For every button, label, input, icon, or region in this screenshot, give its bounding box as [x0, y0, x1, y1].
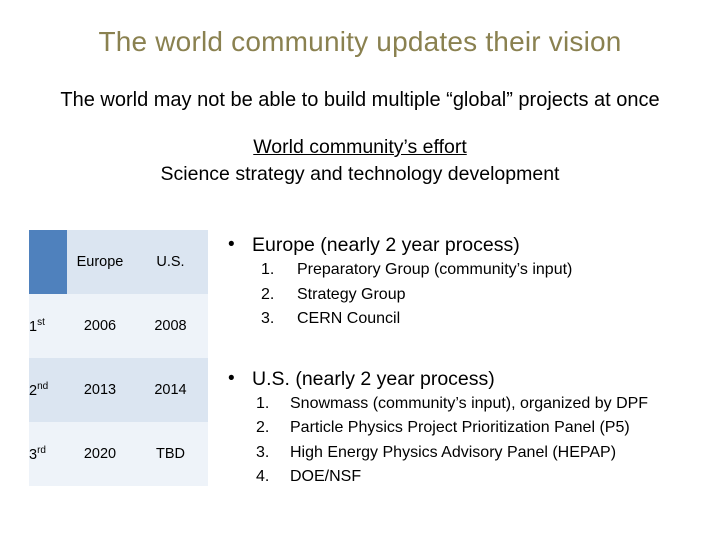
effort-heading: World community’s effort: [253, 136, 467, 158]
table-header-row: Europe U.S.: [29, 230, 208, 294]
process-schedule-table: Europe U.S. 1st 2006 2008 2nd 2013 2014 …: [29, 230, 208, 486]
us-bullet: • U.S. (nearly 2 year process): [226, 366, 716, 392]
list-item: 4. DOE/NSF: [256, 468, 362, 485]
effort-block: World community’s effort Science strateg…: [0, 134, 720, 188]
list-item: 3. High Energy Physics Advisory Panel (HE…: [256, 443, 617, 461]
effort-subheading: Science strategy and technology developm…: [160, 163, 560, 185]
table-cell-europe: 2020: [67, 422, 133, 486]
table-row-ordinal: 3rd: [29, 422, 67, 486]
list-item: 1. Preparatory Group (community’s input): [261, 261, 573, 278]
table-cell-us: 2008: [133, 294, 208, 358]
table-header-us: U.S.: [133, 230, 208, 294]
europe-bullet: • Europe (nearly 2 year process): [226, 232, 716, 258]
process-bullet-list: • Europe (nearly 2 year process) 1. Prepa…: [226, 232, 716, 490]
table-corner-cell: [29, 230, 67, 294]
bullet-icon: •: [228, 234, 235, 255]
table-row-ordinal: 2nd: [29, 358, 67, 422]
table-row: 3rd 2020 TBD: [29, 422, 208, 486]
slide-title: The world community updates their vision: [98, 26, 622, 57]
us-heading: U.S. (nearly 2 year process): [252, 367, 495, 390]
table-cell-europe: 2006: [67, 294, 133, 358]
slide-subtitle: The world may not be able to build multi…: [60, 89, 660, 111]
table-cell-us: 2014: [133, 358, 208, 422]
table-cell-us: TBD: [133, 422, 208, 486]
us-steps: 1. Snowmass (community’s input), organize…: [226, 392, 716, 490]
europe-heading: Europe (nearly 2 year process): [252, 234, 520, 256]
list-item: 3. CERN Council: [261, 310, 401, 327]
table-cell-europe: 2013: [67, 358, 133, 422]
table-header-europe: Europe: [67, 230, 133, 294]
list-item: 2. Particle Physics Project Prioritizatio…: [256, 419, 630, 436]
table-row: 1st 2006 2008: [29, 294, 208, 358]
list-item: 1. Snowmass (community’s input), organize…: [256, 394, 649, 412]
table-row: 2nd 2013 2014: [29, 358, 208, 422]
europe-steps: 1. Preparatory Group (community’s input) …: [226, 258, 716, 332]
table-row-ordinal: 1st: [29, 294, 67, 358]
list-item: 2. Strategy Group: [261, 285, 406, 303]
bullet-icon: •: [228, 367, 235, 389]
